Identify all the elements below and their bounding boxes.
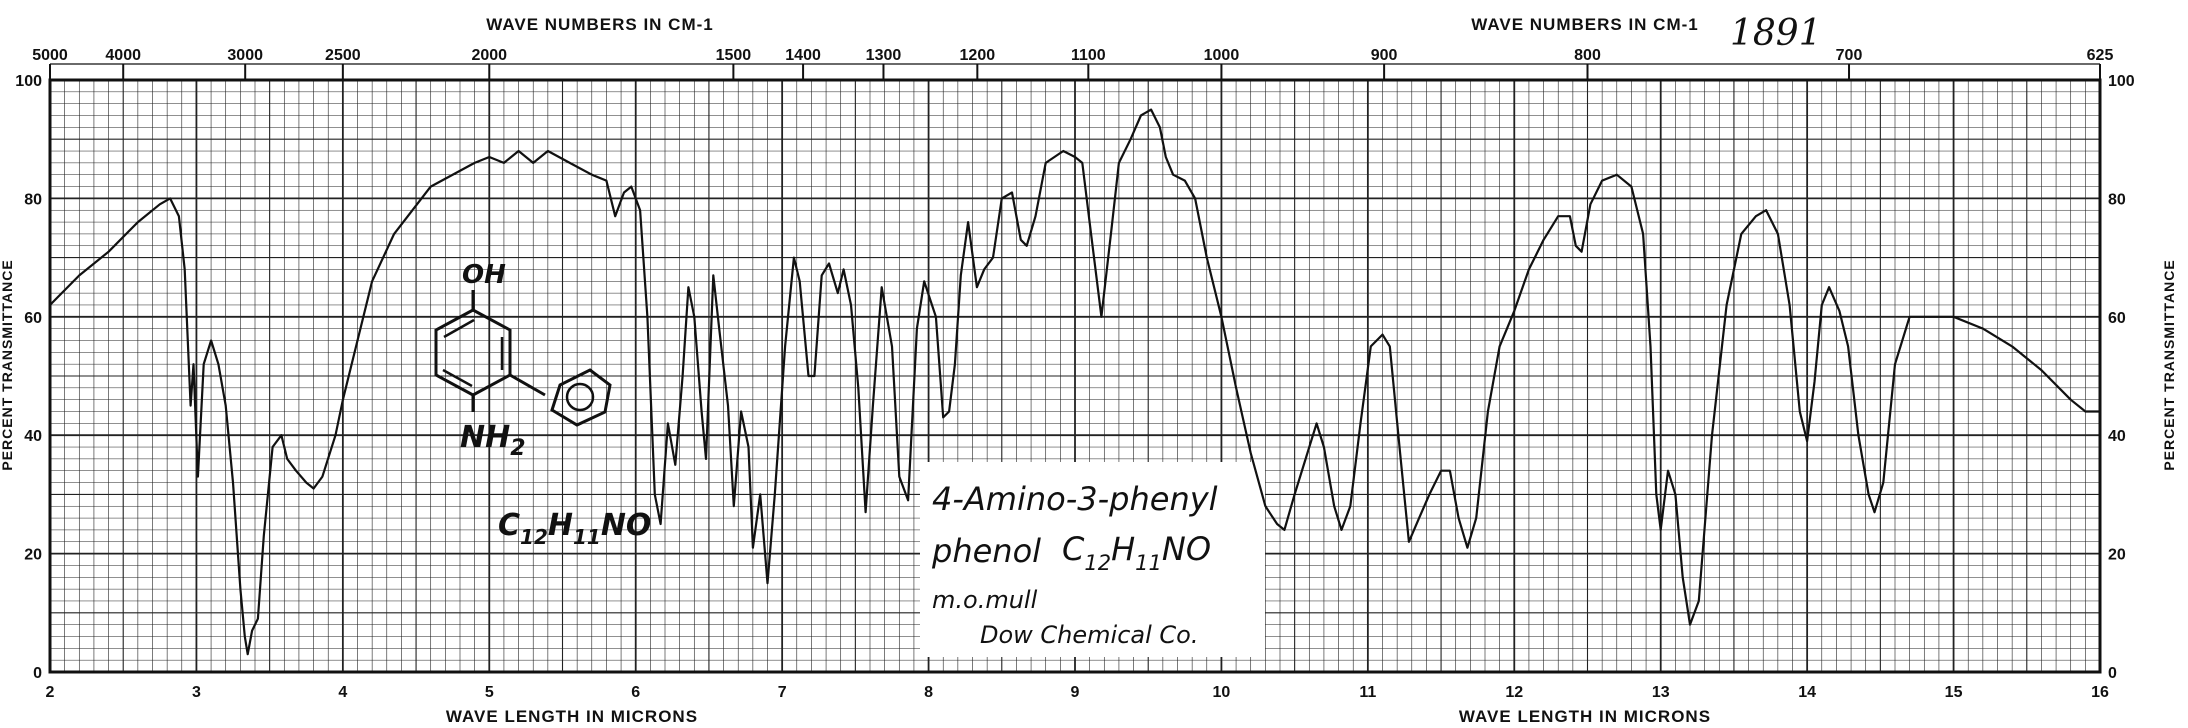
wavenumber-tick-label: 625 [2087, 47, 2114, 64]
wavenumber-tick-label: 2000 [471, 47, 507, 64]
compound-formula-c: C [1062, 530, 1085, 568]
wavenumber-tick-label: 2500 [325, 47, 361, 64]
x-tick-label: 11 [1359, 684, 1376, 701]
y-tick-label-left: 40 [24, 428, 42, 445]
wavenumber-tick-label: 3000 [227, 47, 263, 64]
y-tick-label-right: 40 [2108, 428, 2126, 445]
bottom-axis-title-left: WAVE LENGTH IN MICRONS [446, 707, 698, 726]
wavenumber-tick-label: 1100 [1071, 47, 1106, 64]
y-axis-title-left: PERCENT TRANSMITTANCE [0, 259, 15, 470]
compound-formula-h: H [1111, 530, 1135, 568]
x-tick-label: 9 [1071, 684, 1080, 701]
plot-frame [48, 78, 2102, 674]
top-axis-title-left: WAVE NUMBERS IN CM-1 [486, 15, 713, 34]
spectrum-line [49, 108, 2100, 656]
y-tick-label-right: 20 [2108, 547, 2126, 564]
y-tick-label-left: 60 [24, 310, 42, 327]
top-axis-title-right: WAVE NUMBERS IN CM-1 [1471, 15, 1698, 34]
compound-name-line1: 4-Amino-3-phenyl [932, 480, 1218, 518]
structure-formula: C12H11NO [498, 508, 651, 549]
phenyl-ring [550, 368, 612, 427]
x-tick-label: 13 [1652, 684, 1670, 701]
y-tick-label-right: 80 [2108, 191, 2126, 208]
wavenumber-tick-label: 4000 [105, 47, 141, 64]
wavenumber-tick-label: 1200 [960, 47, 996, 64]
structure-formula-no: NO [601, 508, 652, 543]
y-tick-label-left: 100 [15, 73, 42, 90]
phenyl-bond [509, 373, 546, 397]
compound-formula-h-sub: 11 [1135, 551, 1162, 575]
wavenumber-tick-label: 900 [1371, 47, 1398, 64]
sample-medium: m.o.mull [932, 586, 1038, 614]
structure-nh2-main: NH [460, 420, 510, 455]
phenyl-aromatic-circle [565, 382, 595, 412]
label-box-background [920, 462, 1265, 657]
structure-formula-h-sub: 11 [573, 525, 601, 549]
y-tick-label-right: 60 [2108, 310, 2126, 327]
x-tick-label: 14 [1798, 684, 1816, 701]
x-tick-label: 12 [1505, 684, 1523, 701]
x-tick-label: 3 [192, 684, 201, 701]
ring-double-bond-3 [442, 368, 473, 388]
y-axis-title-right: PERCENT TRANSMITTANCE [2161, 259, 2177, 470]
structure-formula-h: H [548, 508, 573, 543]
x-tick-label: 15 [1945, 684, 1963, 701]
y-tick-label-right: 100 [2108, 73, 2135, 90]
y-tick-label-left: 0 [33, 665, 42, 682]
compound-label-box: 4-Amino-3-phenyl phenol C12H11NO m.o.mul… [920, 462, 1265, 657]
sample-number: 1891 [1730, 13, 1822, 54]
y-tick-label-left: 20 [24, 547, 42, 564]
x-tick-label: 8 [924, 684, 933, 701]
wavenumber-tick-label: 5000 [32, 47, 68, 64]
compound-formula-c-sub: 12 [1084, 551, 1111, 575]
wavenumber-tick-label: 1500 [716, 47, 752, 64]
x-tick-label: 4 [338, 684, 347, 701]
compound-formula: C12H11NO [1062, 530, 1211, 575]
sample-source: Dow Chemical Co. [980, 621, 1198, 649]
x-tick-label: 2 [46, 684, 55, 701]
x-tick-label: 7 [778, 684, 787, 701]
structure-nh2-subscript: 2 [510, 436, 525, 461]
structure-nh2-label: NH2 [460, 420, 526, 461]
wavenumber-tick-label: 1300 [866, 47, 902, 64]
molecule-structure: OH NH2 C12H11NO [434, 260, 651, 549]
wavenumber-tick-label: 1400 [785, 47, 821, 64]
x-tick-label: 10 [1213, 684, 1231, 701]
y-tick-label-right: 0 [2108, 665, 2117, 682]
x-tick-label: 6 [631, 684, 640, 701]
structure-formula-c: C [498, 508, 520, 543]
wavenumber-tick-label: 800 [1574, 47, 1601, 64]
axis-ticks: 2 3 4 5 6 7 8 9 10 11 12 13 14 15 16 0 0 20 20 40 40 60 60 80 80… [15, 47, 2135, 701]
x-tick-label: 5 [485, 684, 494, 701]
x-tick-label: 16 [2091, 684, 2109, 701]
y-tick-label-left: 80 [24, 191, 42, 208]
wavenumber-tick-label: 1000 [1204, 47, 1240, 64]
structure-oh-label: OH [462, 260, 506, 290]
wavenumber-tick-label: 700 [1836, 47, 1863, 64]
compound-name-line2: phenol [931, 532, 1041, 570]
compound-formula-no: NO [1162, 530, 1211, 568]
structure-formula-c-sub: 12 [520, 525, 548, 549]
bottom-axis-title-right: WAVE LENGTH IN MICRONS [1459, 707, 1711, 726]
ring-double-bond-1 [443, 318, 475, 339]
